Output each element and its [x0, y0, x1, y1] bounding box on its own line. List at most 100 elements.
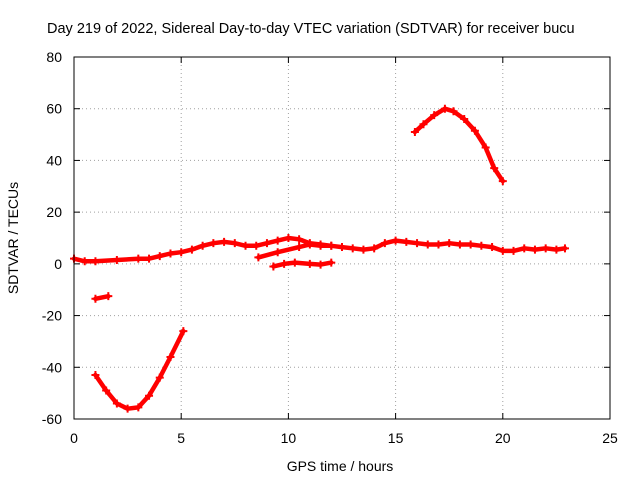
- data-point: [305, 240, 314, 249]
- series-line: [412, 106, 506, 184]
- data-point: [460, 115, 469, 124]
- data-point: [423, 240, 432, 249]
- y-tick-label: 0: [54, 256, 62, 272]
- data-point: [498, 177, 507, 186]
- data-point: [269, 262, 278, 271]
- data-point: [145, 254, 154, 263]
- data-point: [380, 239, 389, 248]
- x-tick-label: 10: [281, 430, 297, 446]
- series-line: [93, 328, 186, 411]
- data-point: [327, 241, 336, 250]
- data-point: [220, 237, 229, 246]
- data-point: [254, 253, 263, 262]
- data-point: [419, 120, 428, 129]
- y-tick-label: 40: [46, 152, 62, 168]
- data-point: [470, 126, 479, 135]
- data-point: [273, 248, 282, 257]
- data-point: [520, 244, 529, 253]
- data-point: [177, 248, 186, 257]
- data-point: [530, 245, 539, 254]
- data-point: [316, 260, 325, 269]
- data-point: [280, 259, 289, 268]
- data-point: [316, 241, 325, 250]
- data-point: [112, 255, 121, 264]
- data-point: [305, 259, 314, 268]
- data-point: [295, 235, 304, 244]
- x-tick-label: 5: [177, 430, 185, 446]
- data-point: [91, 294, 100, 303]
- series-fragment: [91, 292, 113, 303]
- data-point: [155, 373, 164, 382]
- data-point: [410, 127, 419, 136]
- x-axis-label: GPS time / hours: [287, 458, 394, 474]
- data-point: [449, 107, 458, 116]
- data-point: [166, 249, 175, 258]
- data-point: [187, 245, 196, 254]
- series-branch-a: [254, 240, 336, 262]
- series-arc-positive: [410, 104, 507, 186]
- data-point: [166, 352, 175, 361]
- data-point: [391, 236, 400, 245]
- data-point: [481, 143, 490, 152]
- y-tick-label: -40: [42, 359, 62, 375]
- data-point: [230, 239, 239, 248]
- data-point: [241, 241, 250, 250]
- data-point: [370, 244, 379, 253]
- data-point: [91, 371, 100, 380]
- data-point: [252, 241, 261, 250]
- data-point: [179, 327, 188, 336]
- data-point: [112, 399, 121, 408]
- data-point: [541, 244, 550, 253]
- data-point: [327, 258, 336, 267]
- data-point: [434, 240, 443, 249]
- data-point: [498, 246, 507, 255]
- axes: 0 5 10 15 20 25 -60 -40 -20 0 20 40 60 80: [42, 49, 618, 446]
- data-point: [273, 236, 282, 245]
- series-branch-b: [269, 258, 336, 271]
- y-tick-label: 20: [46, 204, 62, 220]
- plot-frame: [73, 56, 611, 420]
- data-point: [402, 237, 411, 246]
- y-tick-label: -60: [42, 411, 62, 427]
- chart-title: Day 219 of 2022, Sidereal Day-to-day VTE…: [47, 21, 575, 37]
- y-axis-label: SDTVAR / TECUs: [5, 182, 21, 294]
- series-main: [70, 234, 569, 266]
- data-point: [552, 245, 561, 254]
- data-point: [440, 104, 449, 113]
- x-tick-label: 25: [602, 430, 618, 446]
- data-point: [134, 254, 143, 263]
- data-point: [102, 386, 111, 395]
- data-point: [466, 240, 475, 249]
- data-point: [490, 164, 499, 173]
- data-point: [145, 391, 154, 400]
- data-point: [262, 239, 271, 248]
- x-tick-label: 0: [70, 430, 78, 446]
- y-tick-label: 60: [46, 101, 62, 117]
- data-point: [430, 111, 439, 120]
- data-point: [488, 243, 497, 252]
- data-point: [413, 239, 422, 248]
- data-point: [80, 257, 89, 266]
- data-point: [455, 240, 464, 249]
- data-point: [91, 257, 100, 266]
- data-point: [348, 244, 357, 253]
- data-point: [123, 404, 132, 413]
- data-point: [155, 252, 164, 261]
- x-tick-label: 15: [388, 430, 404, 446]
- data-point: [338, 243, 346, 252]
- data-point: [509, 246, 518, 255]
- data-point: [198, 241, 207, 250]
- data-point: [560, 244, 569, 253]
- data-series: [70, 104, 569, 413]
- x-tick-label: 20: [495, 430, 511, 446]
- data-point: [295, 243, 304, 252]
- y-tick-label: 80: [46, 49, 62, 65]
- data-point: [104, 292, 113, 301]
- data-point: [134, 403, 143, 412]
- data-point: [290, 258, 299, 267]
- data-point: [477, 241, 486, 250]
- series-arc-negative: [91, 327, 188, 413]
- gridlines: [74, 57, 610, 419]
- y-tick-label: -20: [42, 308, 62, 324]
